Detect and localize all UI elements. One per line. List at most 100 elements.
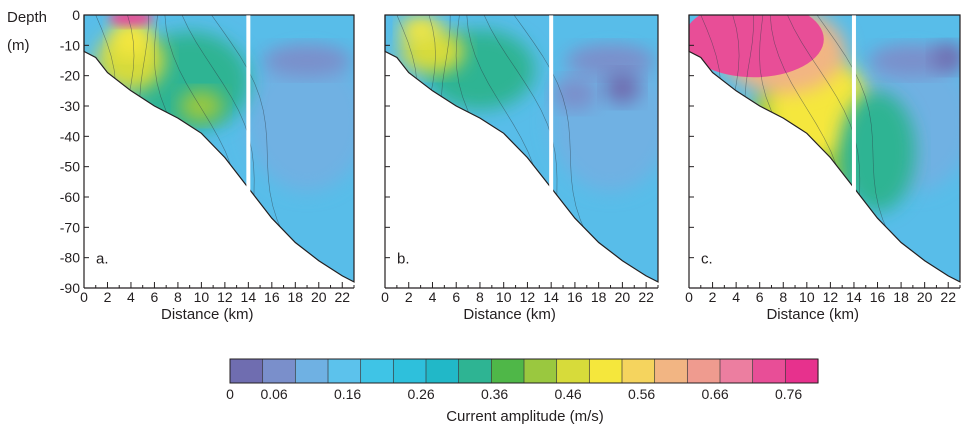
x-tick-label: 4 xyxy=(429,289,437,305)
y-tick-label: -60 xyxy=(60,189,80,205)
colorbar-tick-label: 0.16 xyxy=(334,386,361,402)
amplitude-blob xyxy=(247,51,354,192)
x-tick-label: 6 xyxy=(151,289,159,305)
colorbar-swatch xyxy=(262,359,296,383)
colorbar-swatch xyxy=(752,359,786,383)
x-tick-label: 18 xyxy=(893,289,909,305)
x-tick-label: 10 xyxy=(799,289,815,305)
amplitude-core xyxy=(689,15,824,78)
colorbar-tick-label: 0.26 xyxy=(407,386,434,402)
y-tick-label: -20 xyxy=(60,68,80,84)
x-tick-label: 4 xyxy=(732,289,740,305)
colorbar-swatch xyxy=(295,359,329,383)
x-tick-label: 14 xyxy=(241,289,257,305)
y-axis-label: Depth xyxy=(7,9,47,26)
x-tick-label: 16 xyxy=(567,289,583,305)
amplitude-blob xyxy=(262,44,353,77)
amplitude-blob xyxy=(839,91,916,212)
current-field xyxy=(689,15,960,282)
x-tick-label: 16 xyxy=(870,289,886,305)
colorbar-swatch xyxy=(458,359,492,383)
colorbar: 0 0.06 0.16 0.26 0.36 0.46 0.56 0.66 0.76 xyxy=(226,358,819,402)
amplitude-blob xyxy=(552,77,597,110)
y-tick-label: -40 xyxy=(60,128,80,144)
x-tick-label: 20 xyxy=(311,289,327,305)
x-tick-label: 8 xyxy=(476,289,484,305)
seabed-line xyxy=(688,14,961,283)
amplitude-blob xyxy=(400,16,441,45)
x-tick-label: 0 xyxy=(80,289,88,305)
x-tick-label: 18 xyxy=(288,289,304,305)
y-tick-label: -50 xyxy=(60,159,80,175)
colorbar-swatch xyxy=(426,359,460,383)
panel-2: 0 2 4 6 8 10 12 14 16 18 20 22 Distance (km) b. xyxy=(381,14,659,323)
x-tick-label: 0 xyxy=(381,289,389,305)
x-tick-label: 22 xyxy=(940,289,956,305)
panel-3: 0 2 4 6 8 10 12 14 16 18 20 22 Distance (km) c. xyxy=(685,14,961,323)
y-tick-label: 0 xyxy=(72,7,80,23)
colorbar-label: Current amplitude (m/s) xyxy=(446,408,604,425)
current-field xyxy=(385,15,658,282)
colorbar-swatch xyxy=(360,359,394,383)
colorbar-swatch xyxy=(687,359,721,383)
y-tick-label: -80 xyxy=(60,250,80,266)
x-tick-label: 22 xyxy=(334,289,350,305)
colorbar-swatch xyxy=(556,359,590,383)
x-tick-label: 4 xyxy=(127,289,135,305)
x-tick-label: 12 xyxy=(217,289,233,305)
amplitude-blob xyxy=(565,44,656,77)
colorbar-swatch xyxy=(622,359,656,383)
y-tick-label: -30 xyxy=(60,98,80,114)
x-axis-label: Distance (km) xyxy=(161,306,254,323)
panel-label: b. xyxy=(397,251,410,268)
colorbar-swatch xyxy=(328,359,362,383)
panel-label: c. xyxy=(701,251,713,268)
x-tick-label: 6 xyxy=(452,289,460,305)
x-tick-label: 16 xyxy=(264,289,280,305)
colorbar-tick-label: 0.76 xyxy=(775,386,802,402)
colorbar-tick-label: 0.56 xyxy=(628,386,655,402)
x-tick-label: 12 xyxy=(823,289,839,305)
x-tick-label: 2 xyxy=(405,289,413,305)
current-field xyxy=(84,15,354,282)
colorbar-tick-label: 0.46 xyxy=(554,386,581,402)
x-tick-label: 2 xyxy=(709,289,717,305)
colorbar-tick-label: 0.06 xyxy=(260,386,287,402)
colorbar-swatch xyxy=(654,359,688,383)
amplitude-blob xyxy=(932,43,960,72)
amplitude-blob xyxy=(179,90,224,122)
x-tick-label: 12 xyxy=(520,289,536,305)
x-tick-label: 6 xyxy=(756,289,764,305)
y-tick-label: -90 xyxy=(60,280,80,296)
colorbar-swatch xyxy=(524,359,558,383)
x-axis-label: Distance (km) xyxy=(766,306,859,323)
x-tick-label: 8 xyxy=(174,289,182,305)
x-tick-label: 10 xyxy=(194,289,210,305)
x-tick-label: 8 xyxy=(779,289,787,305)
seabed-line xyxy=(384,14,659,283)
y-tick-label: -10 xyxy=(60,37,80,53)
colorbar-tick-label: 0 xyxy=(226,386,234,402)
amplitude-blob xyxy=(108,15,153,27)
x-tick-label: 18 xyxy=(591,289,607,305)
colorbar-swatch xyxy=(393,359,427,383)
y-axis-unit: (m) xyxy=(7,37,30,54)
colorbar-tick-label: 0.66 xyxy=(701,386,728,402)
x-tick-label: 10 xyxy=(496,289,512,305)
x-tick-label: 20 xyxy=(917,289,933,305)
y-tick-label: -70 xyxy=(60,219,80,235)
colorbar-tick-label: 0.36 xyxy=(481,386,508,402)
x-tick-label: 14 xyxy=(543,289,559,305)
colorbar-swatch xyxy=(589,359,623,383)
x-tick-label: 20 xyxy=(615,289,631,305)
x-tick-label: 2 xyxy=(104,289,112,305)
amplitude-blob xyxy=(604,71,641,104)
panel-label: a. xyxy=(96,251,109,268)
x-tick-label: 0 xyxy=(685,289,693,305)
x-tick-label: 14 xyxy=(846,289,862,305)
colorbar-swatch xyxy=(785,359,819,383)
seabed-line xyxy=(83,14,355,283)
